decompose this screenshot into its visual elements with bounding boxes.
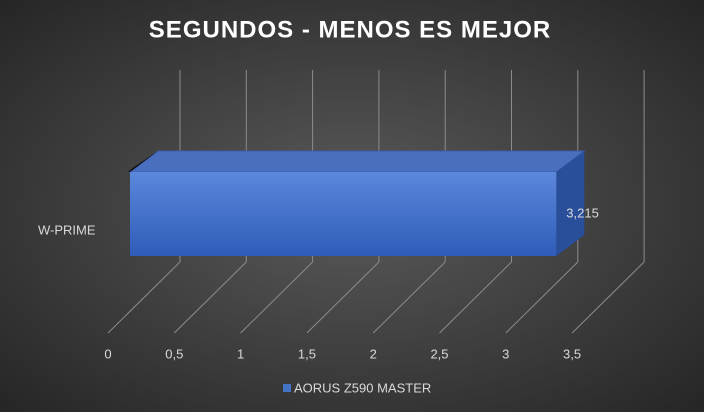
floor-grid-line (439, 261, 512, 334)
x-tick-label: 1 (237, 346, 244, 361)
floor-grid-line (306, 261, 380, 334)
legend-label: AORUS Z590 MASTER (294, 380, 431, 395)
floor-grid-line (173, 261, 247, 334)
bar-top (128, 150, 586, 173)
legend-swatch (283, 384, 291, 392)
value-label: 3,215 (566, 205, 599, 220)
bar-shadow (128, 151, 158, 172)
category-label: W-PRIME (38, 222, 96, 237)
floor-grid-line (372, 261, 446, 334)
bar-side (556, 151, 585, 256)
chart-title: SEGUNDOS - MENOS ES MEJOR (149, 16, 551, 43)
x-tick-label: 0 (104, 346, 111, 361)
bar (130, 172, 557, 256)
floor-grid-line (505, 261, 579, 334)
floor-grid-line (107, 261, 181, 334)
x-tick-label: 2,5 (430, 346, 448, 361)
floor-grid-line (571, 261, 645, 334)
x-tick-label: 1,5 (298, 346, 316, 361)
x-tick-label: 2 (370, 346, 377, 361)
floor-grid-line (240, 261, 313, 334)
x-tick-label: 0,5 (165, 346, 183, 361)
x-tick-label: 3,5 (563, 346, 581, 361)
x-tick-label: 3 (502, 346, 509, 361)
